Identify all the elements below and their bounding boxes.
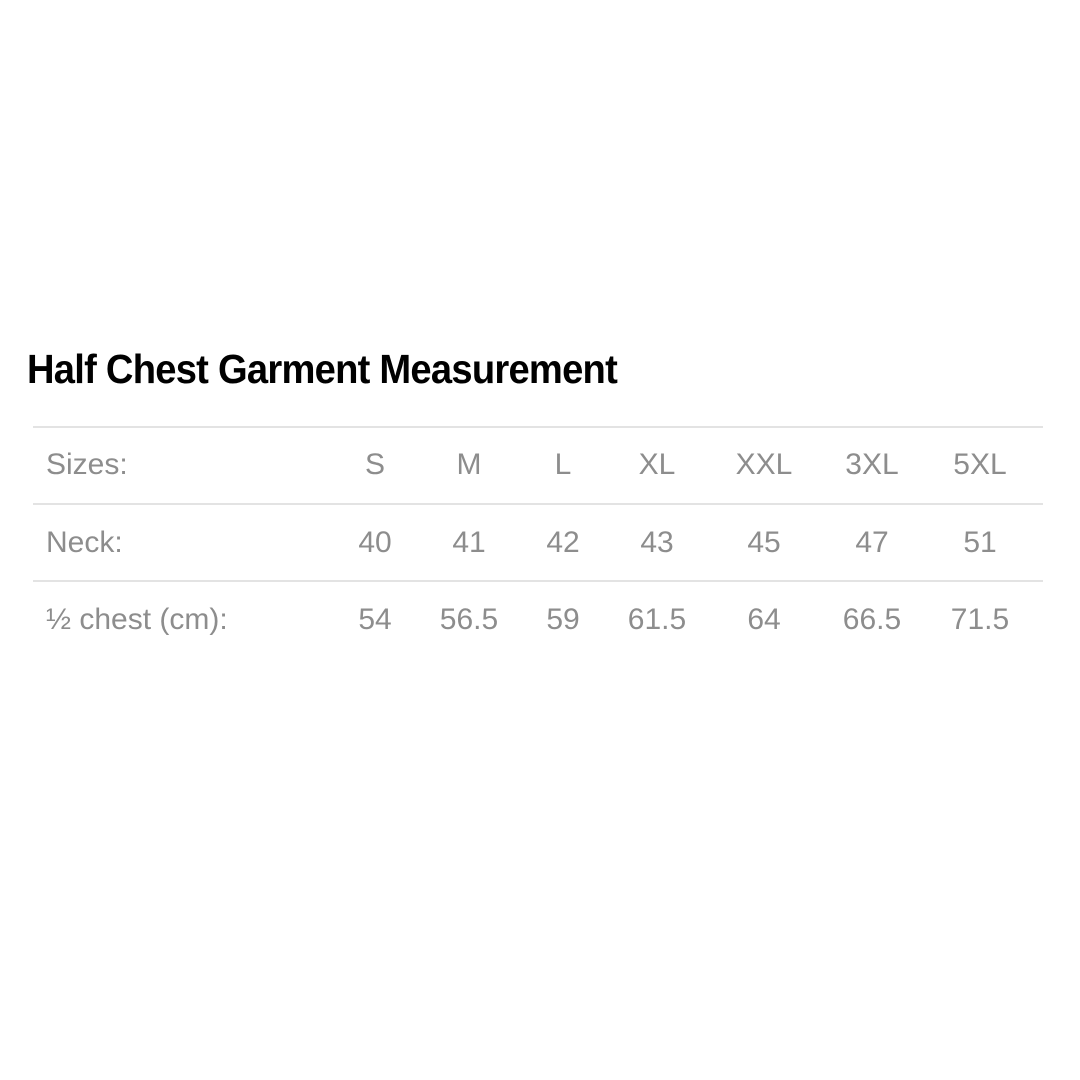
row-label: Sizes:: [46, 448, 128, 481]
table-row: Sizes: S M L XL XXL 3XL 5XL: [0, 445, 1080, 485]
table-cell: 41: [452, 526, 486, 559]
table-cell: 47: [855, 526, 889, 559]
table-divider: [33, 503, 1043, 505]
page-title: Half Chest Garment Measurement: [27, 346, 618, 392]
size-header-cell: XL: [638, 448, 676, 481]
size-header-cell: L: [554, 448, 572, 481]
table-cell: 45: [747, 526, 781, 559]
table-cell: 56.5: [439, 603, 499, 636]
size-header-cell: S: [364, 448, 385, 481]
table-cell: 64: [747, 603, 781, 636]
table-row: Neck: 40 41 42 43 45 47 51: [0, 523, 1080, 563]
table-divider: [33, 580, 1043, 582]
table-cell: 59: [546, 603, 580, 636]
table-cell: 40: [358, 526, 392, 559]
table-cell: 42: [546, 526, 580, 559]
table-cell: 51: [963, 526, 997, 559]
size-header-cell: 5XL: [953, 448, 1007, 481]
row-label: Neck:: [46, 526, 123, 559]
table-row: ½ chest (cm): 54 56.5 59 61.5 64 66.5 71.5: [0, 600, 1080, 640]
table-cell: 71.5: [950, 603, 1010, 636]
table-cell: 54: [358, 603, 392, 636]
size-header-cell: XXL: [735, 448, 793, 481]
row-label: ½ chest (cm):: [46, 603, 228, 636]
table-cell: 61.5: [627, 603, 687, 636]
table-divider: [33, 426, 1043, 428]
table-cell: 43: [640, 526, 674, 559]
size-header-cell: M: [456, 448, 482, 481]
table-cell: 66.5: [842, 603, 902, 636]
size-header-cell: 3XL: [845, 448, 899, 481]
